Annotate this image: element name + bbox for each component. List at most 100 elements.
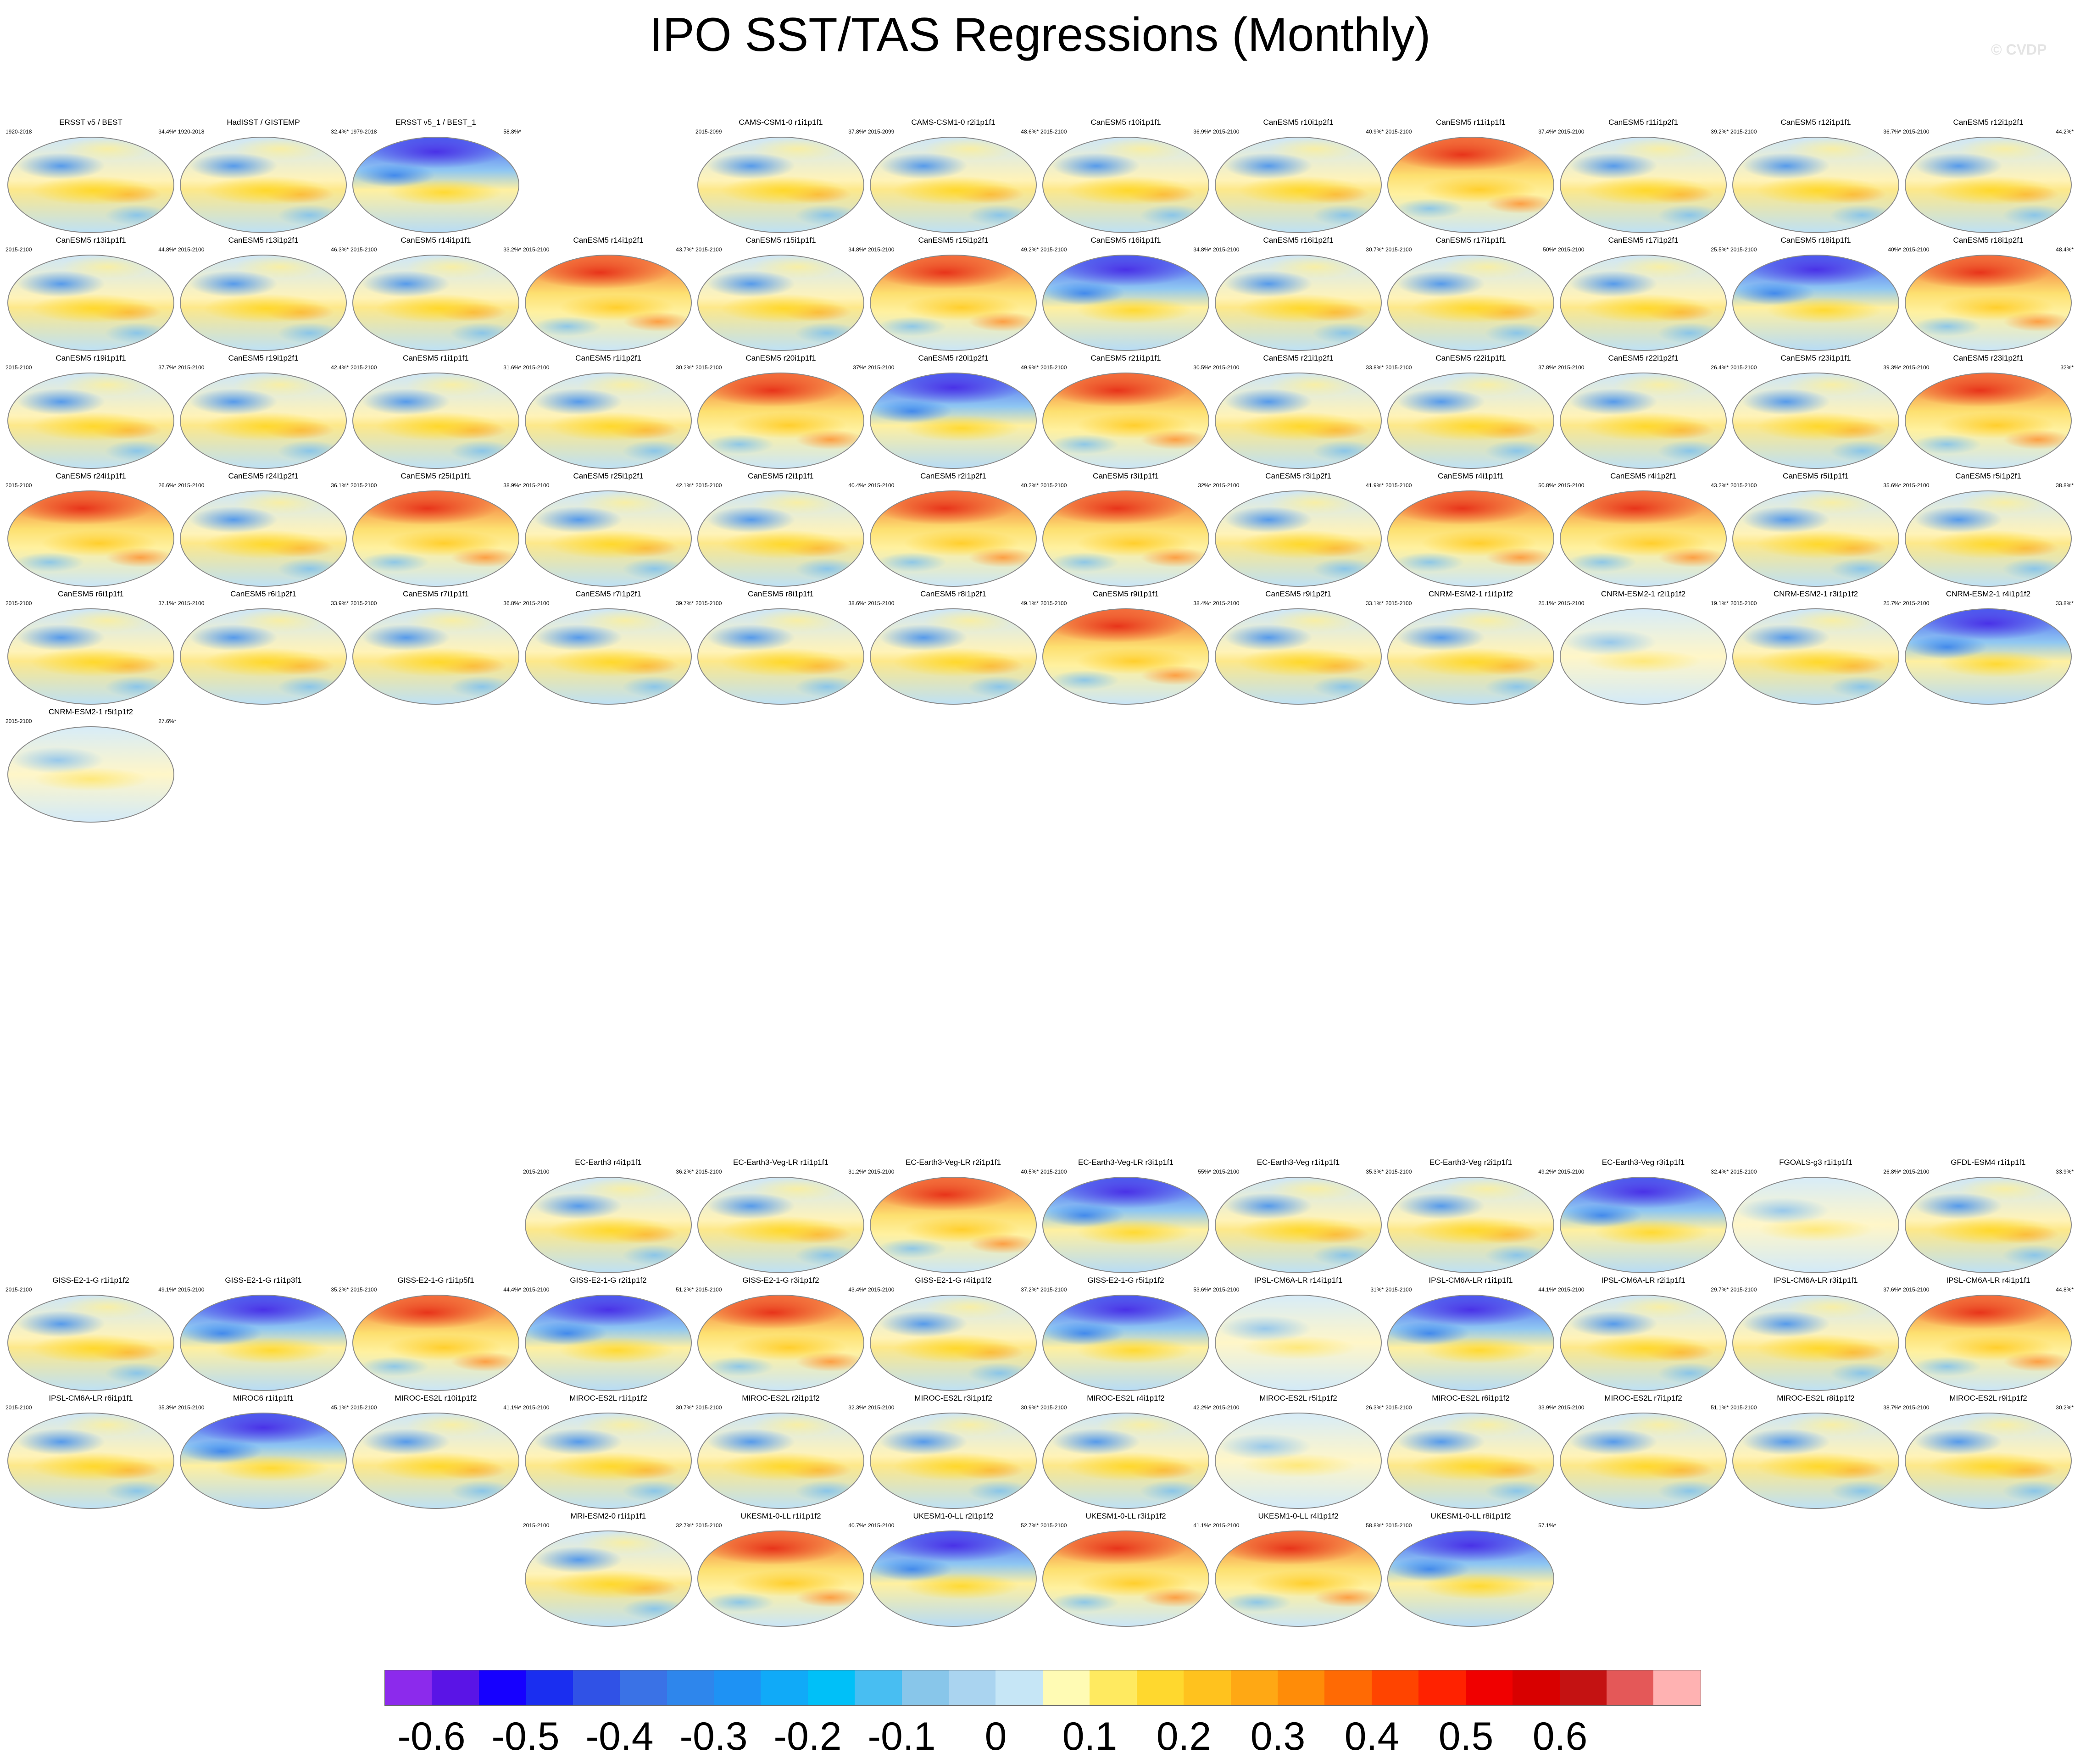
colorbar-swatch xyxy=(1653,1670,1701,1705)
world-map-regression xyxy=(1732,255,1899,351)
panel-variance-pct: 50%* xyxy=(1543,246,1556,253)
world-map-regression xyxy=(697,490,864,587)
world-map-regression xyxy=(525,1177,692,1273)
panel-title: CanESM5 r22i1p1f1 xyxy=(1435,354,1506,362)
panel-variance-pct: 38.8%* xyxy=(2056,482,2074,489)
panel-variance-pct: 40.4%* xyxy=(848,482,866,489)
panel-variance-pct: 33.9%* xyxy=(2056,1169,2074,1175)
world-map-regression xyxy=(1215,137,1382,233)
world-map-regression xyxy=(1387,1530,1554,1627)
world-map-regression xyxy=(525,490,692,587)
panel-variance-pct: 35.2%* xyxy=(331,1286,349,1293)
world-map-regression xyxy=(7,608,174,705)
panel-period: 2015-2100 xyxy=(523,1169,550,1175)
panel-variance-pct: 35.3%* xyxy=(1366,1169,1384,1175)
panel-title: CanESM5 r2i1p1f1 xyxy=(748,472,814,480)
panel-title: CanESM5 r18i1p2f1 xyxy=(1953,236,2024,245)
panel-variance-pct: 51.1%* xyxy=(1711,1404,1729,1411)
map-panel: ERSST v5_1 / BEST_1 1979-2018 58.8%* xyxy=(350,118,522,238)
panel-variance-pct: 39.7%* xyxy=(676,600,694,607)
map-panel: MIROC-ES2L r1i1p1f2 2015-2100 30.7%* xyxy=(522,1394,695,1514)
map-panel: CanESM5 r16i1p1f1 2015-2100 34.8%* xyxy=(1040,236,1212,356)
panel-title: IPSL-CM6A-LR r2i1p1f1 xyxy=(1601,1276,1685,1285)
panel-period: 2015-2100 xyxy=(1558,128,1585,135)
world-map-regression xyxy=(1387,1177,1554,1273)
panel-period: 2015-2100 xyxy=(6,364,32,371)
panel-period: 2015-2100 xyxy=(350,482,377,489)
panel-title: CAMS-CSM1-0 r1i1p1f1 xyxy=(739,118,823,127)
colorbar-swatch xyxy=(432,1670,479,1705)
map-panel: CanESM5 r2i1p2f1 2015-2100 40.2%* xyxy=(867,472,1040,591)
panel-variance-pct: 29.7%* xyxy=(1711,1286,1729,1293)
map-panel: GISS-E2-1-G r2i1p1f2 2015-2100 51.2%* xyxy=(522,1276,695,1396)
map-panel: EC-Earth3-Veg r1i1p1f1 2015-2100 35.3%* xyxy=(1212,1158,1385,1278)
colorbar-swatch xyxy=(807,1670,855,1705)
colorbar-swatch xyxy=(478,1670,526,1705)
panel-period: 2015-2100 xyxy=(1040,246,1067,253)
map-panel: CanESM5 r16i1p2f1 2015-2100 30.7%* xyxy=(1212,236,1385,356)
panel-title: UKESM1-0-LL r8i1p1f2 xyxy=(1430,1512,1511,1520)
panel-title: CanESM5 r11i1p2f1 xyxy=(1608,118,1678,127)
panel-title: UKESM1-0-LL r4i1p1f2 xyxy=(1258,1512,1339,1520)
map-panel: MIROC-ES2L r6i1p1f2 2015-2100 33.9%* xyxy=(1385,1394,1557,1514)
panel-title: MIROC-ES2L r9i1p1f2 xyxy=(1949,1394,2027,1402)
map-panel: CanESM5 r22i1p1f1 2015-2100 37.8%* xyxy=(1385,354,1557,473)
panel-period: 2015-2100 xyxy=(1903,128,1930,135)
panel-period: 2015-2100 xyxy=(1558,600,1585,607)
world-map-regression xyxy=(1042,373,1209,469)
panel-variance-pct: 41.1%* xyxy=(1193,1522,1211,1529)
colorbar-tick-label: 0.6 xyxy=(1532,1714,1588,1758)
panel-period: 2015-2100 xyxy=(868,364,895,371)
panel-title: MIROC-ES2L r3i1p1f2 xyxy=(914,1394,992,1402)
colorbar-labels: -0.6 -0.5 -0.4 -0.3 -0.2 -0.1 0 0.1 0.2 0.3 0.4 0.5… xyxy=(0,1714,2080,1764)
panel-period: 2015-2100 xyxy=(1213,1404,1240,1411)
panel-title: GISS-E2-1-G r2i1p1f2 xyxy=(570,1276,647,1285)
colorbar-tick-label: -0.1 xyxy=(868,1714,936,1758)
panel-variance-pct: 48.6%* xyxy=(1021,128,1039,135)
panel-period: 2015-2100 xyxy=(6,600,32,607)
world-map-regression xyxy=(1905,373,2072,469)
panel-title: CanESM5 r16i1p1f1 xyxy=(1090,236,1161,245)
map-panel: FGOALS-g3 r1i1p1f1 2015-2100 26.8%* xyxy=(1730,1158,1902,1278)
panel-period: 2015-2100 xyxy=(6,1286,32,1293)
panel-variance-pct: 32%* xyxy=(2060,364,2074,371)
panel-variance-pct: 37.1%* xyxy=(158,600,176,607)
panel-title: CanESM5 r17i1p1f1 xyxy=(1435,236,1506,245)
panel-variance-pct: 38.9%* xyxy=(503,482,521,489)
panel-period: 2015-2100 xyxy=(1040,364,1067,371)
panel-variance-pct: 32.7%* xyxy=(676,1522,694,1529)
panel-period: 2015-2100 xyxy=(868,1522,895,1529)
panel-variance-pct: 57.1%* xyxy=(1538,1522,1556,1529)
map-panel: CNRM-ESM2-1 r1i1p1f2 2015-2100 25.1%* xyxy=(1385,590,1557,709)
world-map-regression xyxy=(1732,137,1899,233)
panel-variance-pct: 49.2%* xyxy=(1021,246,1039,253)
map-panel: CanESM5 r3i1p2f1 2015-2100 41.9%* xyxy=(1212,472,1385,591)
panel-variance-pct: 41.1%* xyxy=(503,1404,521,1411)
world-map-regression xyxy=(1560,1177,1727,1273)
panel-title: CNRM-ESM2-1 r4i1p1f2 xyxy=(1946,590,2031,598)
world-map-regression xyxy=(1387,490,1554,587)
world-map-regression xyxy=(180,490,347,587)
panel-title: CanESM5 r6i1p1f1 xyxy=(58,590,124,598)
map-panel: MIROC-ES2L r4i1p1f2 2015-2100 42.2%* xyxy=(1040,1394,1212,1514)
world-map-regression xyxy=(1042,255,1209,351)
map-panel: CanESM5 r21i1p1f1 2015-2100 30.5%* xyxy=(1040,354,1212,473)
world-map-regression xyxy=(1042,137,1209,233)
map-panel: CanESM5 r4i1p1f1 2015-2100 50.8%* xyxy=(1385,472,1557,591)
panel-period: 2015-2100 xyxy=(350,1404,377,1411)
panel-variance-pct: 49.9%* xyxy=(1021,364,1039,371)
panel-variance-pct: 39.3%* xyxy=(1883,364,1901,371)
panel-variance-pct: 37.2%* xyxy=(1021,1286,1039,1293)
world-map-regression xyxy=(1560,373,1727,469)
map-panel: CanESM5 r6i1p2f1 2015-2100 33.9%* xyxy=(177,590,350,709)
panel-title: CanESM5 r7i1p1f1 xyxy=(403,590,469,598)
panel-variance-pct: 43.7%* xyxy=(676,246,694,253)
colorbar xyxy=(384,1670,1701,1706)
world-map-regression xyxy=(352,137,519,233)
map-panel: CanESM5 r1i1p2f1 2015-2100 30.2%* xyxy=(522,354,695,473)
map-panel: GISS-E2-1-G r1i1p5f1 2015-2100 44.4%* xyxy=(350,1276,522,1396)
panel-period: 2015-2100 xyxy=(1040,128,1067,135)
panel-variance-pct: 37.8%* xyxy=(848,128,866,135)
panel-title: CanESM5 r4i1p2f1 xyxy=(1610,472,1676,480)
map-panel: ERSST v5 / BEST 1920-2018 34.4%* xyxy=(5,118,177,238)
